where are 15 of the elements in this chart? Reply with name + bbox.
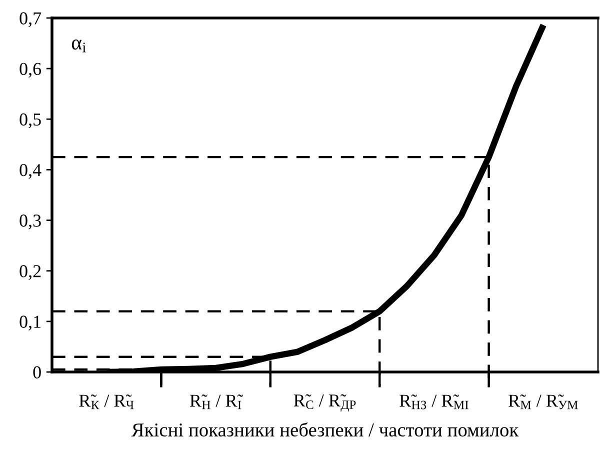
x-axis-title: Якісні показники небезпеки / частоти помилок <box>131 422 519 437</box>
x-tick-label: R̃$_{С}$ / R̃$_{ДР}$ <box>294 394 356 412</box>
y-axis-title: α$_{i}$ <box>72 40 86 52</box>
y-tick-label: 0,3 <box>20 214 41 230</box>
y-tick-label: 0,6 <box>20 62 42 78</box>
x-tick-label: R̃$_{К}$ / R̃$_{Ч}$ <box>79 394 134 410</box>
y-tick-label: 0,7 <box>20 12 42 28</box>
x-tick-label: R̃$_{НЗ}$ / R̃$_{МІ}$ <box>400 394 468 410</box>
y-tick-label: 0,4 <box>20 164 42 179</box>
x-tick-label: R̃$_{М}$ / R̃$_{УМ}$ <box>508 394 578 410</box>
y-tick-label: 0 <box>33 366 41 378</box>
y-tick-label: 0,2 <box>20 265 41 280</box>
y-tick-label: 0,1 <box>20 316 40 330</box>
y-tick-label: 0,5 <box>20 113 41 128</box>
x-tick-label: R̃$_{Н}$ / R̃$_{І}$ <box>190 394 244 410</box>
